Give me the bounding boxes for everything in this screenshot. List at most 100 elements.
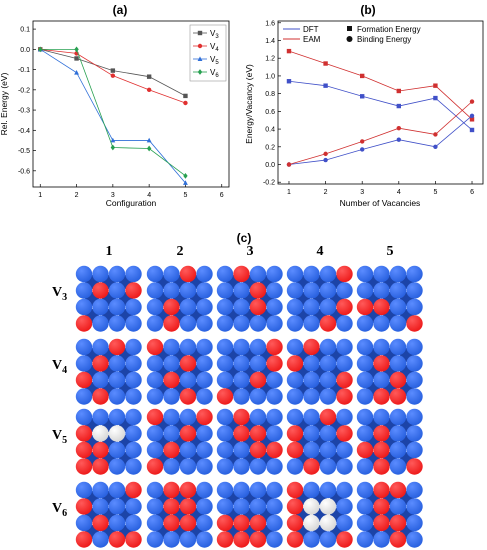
atom-sphere (125, 371, 142, 389)
atom-sphere (249, 388, 267, 405)
panel-b-series-3-point (323, 151, 328, 157)
vacancy-sphere (286, 355, 304, 372)
panel-a-legend-label-3: V6 (210, 68, 219, 79)
atom-sphere (75, 282, 93, 299)
atom-sphere (266, 458, 283, 475)
atom-sphere (125, 514, 142, 532)
atom-sphere (286, 338, 304, 356)
atom-sphere (92, 408, 109, 426)
atom-sphere (319, 338, 337, 356)
atom-sphere (319, 388, 337, 405)
panel-b-series-1-point (323, 61, 328, 66)
atom-sphere (389, 315, 407, 332)
atom-sphere (216, 315, 234, 332)
panel-b-x-tick-label: 2 (324, 189, 328, 196)
panel-a-series-0-point (74, 56, 79, 61)
atom-sphere (125, 388, 142, 405)
panel-a-series-0-point (146, 74, 152, 79)
atom-sphere (146, 481, 164, 499)
atom-sphere (216, 408, 234, 426)
config-v3-1 (75, 265, 142, 332)
row-header-v4: V4 (52, 358, 67, 376)
atom-sphere (196, 441, 213, 459)
atom-sphere (336, 282, 353, 299)
atom-sphere (179, 408, 197, 426)
atom-sphere (303, 531, 320, 548)
vacancy-sphere (92, 441, 109, 459)
vacancy-sphere (92, 514, 109, 532)
atom-sphere (146, 388, 164, 405)
panel-b-series-2-point (359, 147, 365, 152)
atom-sphere (92, 481, 109, 499)
panel-b-series-0-line (288, 80, 473, 131)
atom-sphere (406, 388, 423, 405)
atom-sphere (406, 514, 423, 532)
atom-sphere (75, 338, 93, 356)
panel-a-series-0-point (183, 93, 188, 99)
atom-sphere (373, 282, 390, 299)
panel-a-legend-marker-3 (197, 69, 203, 75)
vacancy-sphere (286, 481, 304, 499)
vacancy-sphere (216, 514, 234, 532)
panel-b-y-tick-label: 0.8 (265, 91, 275, 98)
panel-b-series-0-point (433, 95, 438, 101)
atom-sphere (146, 265, 164, 283)
atom-sphere (146, 441, 164, 459)
atom-sphere (266, 425, 283, 442)
atom-sphere (356, 425, 374, 442)
panel-b-series-0-point (323, 83, 328, 88)
vacancy-sphere (389, 481, 407, 499)
panel-b-series-3-point (469, 99, 475, 104)
atom-sphere (146, 531, 164, 548)
panel-b-legend: DFT EAM Formation Energy Binding Energy (283, 25, 421, 44)
vacancy-sphere (356, 298, 374, 316)
atom-sphere (146, 298, 164, 316)
atom-sphere (146, 371, 164, 389)
atom-sphere (75, 265, 93, 283)
atom-sphere (406, 481, 423, 499)
atom-sphere (196, 338, 213, 356)
atom-sphere (125, 408, 142, 426)
atom-sphere (286, 408, 304, 426)
vacancy-sphere (266, 355, 283, 372)
atom-sphere (163, 355, 180, 372)
config-v6-4 (286, 481, 353, 548)
panel-a-y-tick-label: -0.2 (18, 87, 30, 94)
atom-sphere (303, 408, 320, 426)
atom-sphere (266, 315, 283, 332)
atom-sphere (233, 355, 250, 372)
atom-sphere (233, 338, 250, 356)
atom-sphere (303, 265, 320, 283)
panel-a-series-0-point (110, 68, 116, 73)
panel-b-y-tick-label: 1.0 (265, 73, 275, 80)
atom-sphere (319, 265, 337, 283)
config-v4-4 (286, 338, 353, 405)
vacancy-sphere (233, 514, 250, 532)
panel-b-series-2-point (396, 137, 402, 142)
vacancy-sphere (163, 315, 180, 332)
atom-sphere (196, 355, 213, 372)
panel-b-x-tick-label: 4 (397, 189, 401, 196)
vacancy-sphere (75, 371, 93, 389)
vacancy-sphere (373, 425, 390, 442)
atom-sphere (108, 458, 126, 475)
vacancy-sphere (336, 531, 353, 548)
atom-sphere (266, 514, 283, 532)
panel-c-atomic-configurations: (c) 1 2 3 4 5 V3 V4 V5 V6 (52, 231, 423, 548)
atom-sphere (373, 531, 390, 548)
vacancy-sphere (125, 481, 142, 499)
panel-b-series-0-point (396, 103, 402, 109)
atom-sphere (179, 298, 197, 316)
vacancy-sphere (125, 531, 142, 548)
panel-a-y-tick-label: -0.1 (18, 67, 30, 74)
vacancy-sphere (249, 298, 267, 316)
panel-b-y-tick-label: 1.6 (265, 20, 275, 27)
panel-a-y-tick-label: -0.4 (18, 128, 30, 135)
atom-sphere (356, 498, 374, 515)
atom-sphere (75, 514, 93, 532)
atom-sphere (266, 371, 283, 389)
vacancy-sphere (146, 458, 164, 475)
atom-sphere (75, 481, 93, 499)
column-header-3: 3 (247, 244, 254, 259)
vacancy-sphere (373, 355, 390, 372)
